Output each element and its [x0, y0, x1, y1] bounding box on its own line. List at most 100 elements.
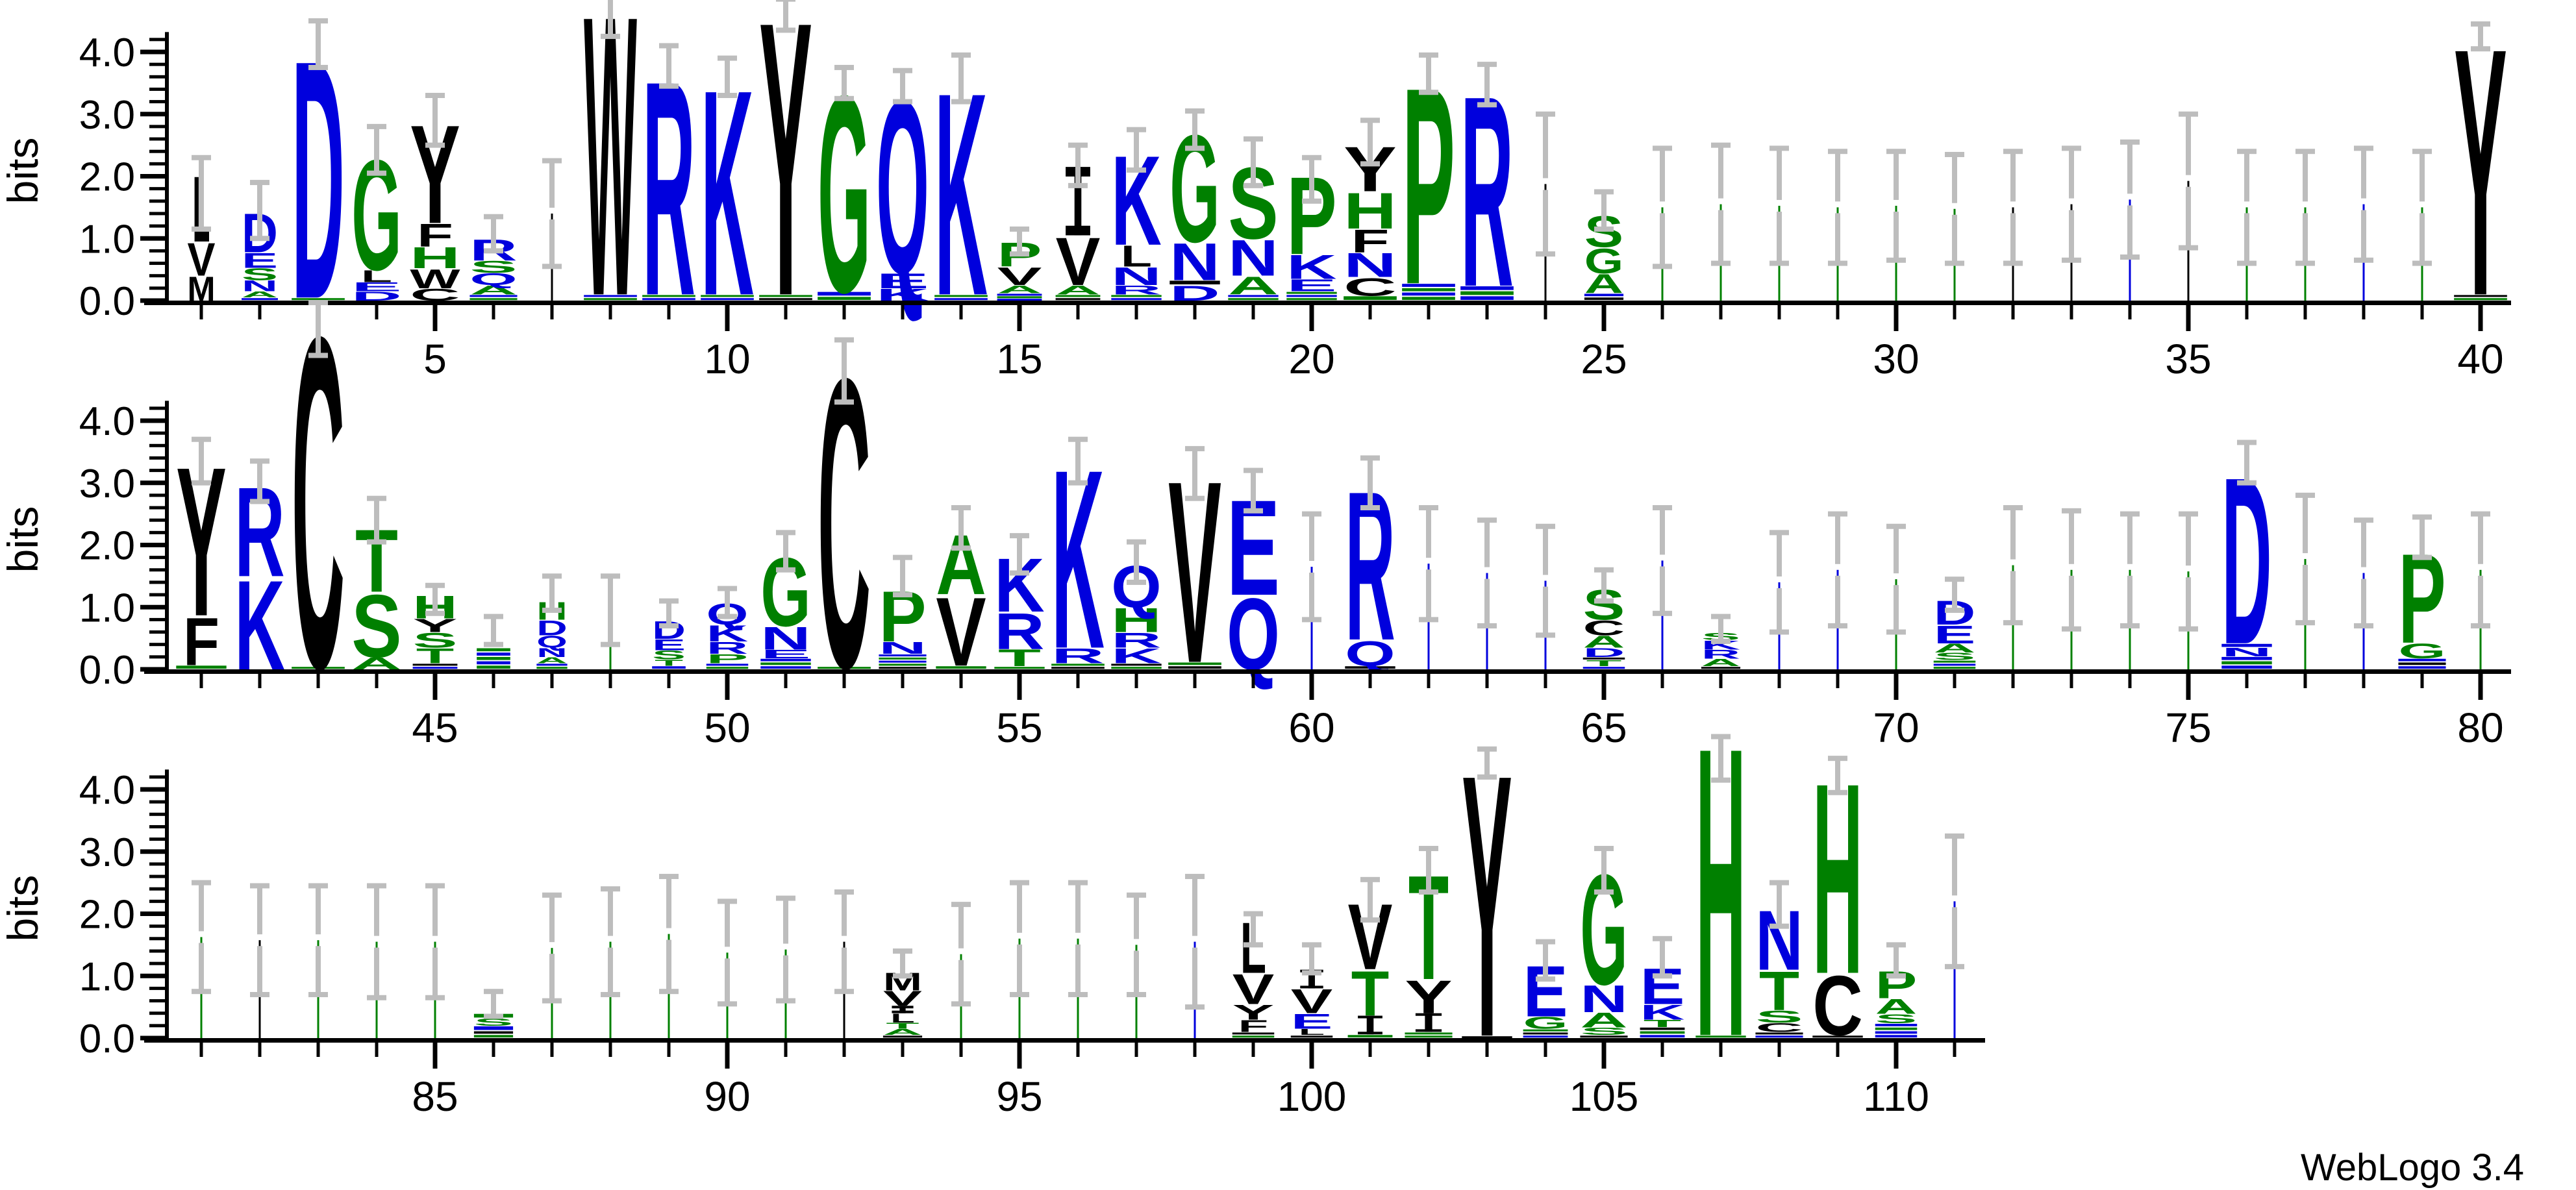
svg-text:4.0: 4.0: [79, 768, 135, 813]
svg-text:T: T: [886, 1021, 919, 1031]
logo-row-1: MVLANSEDDDELGCWHFYAQSRWRKYGKEQKAVPAVRNLK…: [0, 0, 2511, 382]
svg-text:R: R: [1111, 283, 1161, 297]
svg-text:4.0: 4.0: [79, 399, 135, 444]
svg-text:A: A: [536, 656, 567, 665]
svg-text:K: K: [1640, 1000, 1685, 1024]
svg-text:105: 105: [1569, 1073, 1639, 1120]
svg-text:E: E: [876, 269, 929, 293]
svg-text:S: S: [469, 258, 517, 277]
svg-text:110: 110: [1863, 1073, 1929, 1120]
logo-position-76: ND: [2221, 428, 2272, 695]
svg-text:S: S: [413, 628, 458, 652]
svg-text:0.0: 0.0: [79, 648, 135, 693]
svg-text:T: T: [1586, 658, 1622, 668]
svg-text:H: H: [1111, 601, 1161, 639]
svg-text:T: T: [655, 658, 683, 667]
logo-position-25: AGS: [1584, 208, 1624, 300]
svg-text:S: S: [242, 265, 278, 284]
svg-text:F: F: [417, 217, 453, 253]
axes: 0.0 1.0 2.0 3.0 4.0 85 90 95 100 105 110 bits: [0, 768, 1985, 1120]
svg-text:3.0: 3.0: [79, 830, 135, 875]
svg-text:90: 90: [704, 1073, 750, 1120]
logo-position-51: ENG: [760, 538, 811, 669]
svg-text:45: 45: [412, 704, 458, 751]
y-axis-label: bits: [0, 875, 47, 942]
logo-position-61: QR: [1345, 448, 1395, 685]
svg-text:A: A: [1875, 995, 1918, 1019]
y-axis-label: bits: [0, 506, 47, 573]
svg-text:V: V: [1291, 982, 1333, 1020]
svg-text:P: P: [707, 652, 749, 666]
svg-text:Q: Q: [536, 632, 567, 651]
svg-text:R: R: [707, 639, 749, 658]
svg-text:V: V: [997, 262, 1042, 291]
svg-text:0.0: 0.0: [79, 279, 135, 324]
svg-text:A: A: [1583, 632, 1625, 651]
svg-text:N: N: [879, 639, 926, 658]
svg-text:75: 75: [2165, 704, 2211, 751]
svg-text:R: R: [1701, 647, 1740, 662]
svg-text:Y: Y: [1405, 971, 1452, 1023]
svg-text:N: N: [1228, 230, 1278, 287]
svg-text:G: G: [1584, 242, 1623, 281]
weblogo-credit: WebLogo 3.4: [2301, 1147, 2524, 1189]
svg-text:Q: Q: [469, 270, 517, 289]
svg-text:V: V: [188, 234, 216, 286]
logo-position-19: ANS: [1228, 146, 1279, 300]
logo-position-100: LEV: [1290, 969, 1333, 1038]
logo-position-106: TKE: [1640, 958, 1685, 1037]
logo-position-101: TV: [1347, 886, 1393, 1037]
svg-text:A: A: [883, 1027, 922, 1037]
logo-position-44: AST: [351, 511, 401, 676]
svg-text:15: 15: [996, 336, 1042, 382]
svg-text:C: C: [1812, 958, 1862, 1053]
svg-text:N: N: [1111, 262, 1161, 291]
svg-text:55: 55: [996, 704, 1042, 751]
svg-text:V: V: [1056, 223, 1101, 300]
svg-text:Y: Y: [1232, 1000, 1275, 1024]
svg-text:K: K: [707, 621, 749, 647]
y-axis-label: bits: [0, 138, 47, 205]
svg-text:A: A: [1934, 641, 1976, 656]
svg-text:A: A: [997, 283, 1042, 295]
svg-text:2.0: 2.0: [79, 155, 135, 200]
svg-text:C: C: [1344, 273, 1397, 301]
svg-text:1.0: 1.0: [79, 586, 135, 630]
svg-text:K: K: [1701, 638, 1740, 652]
svg-text:F: F: [1238, 1017, 1268, 1035]
svg-text:N: N: [536, 645, 567, 660]
logo-position-46: [477, 648, 510, 669]
svg-text:4.0: 4.0: [79, 31, 135, 75]
svg-text:E: E: [351, 280, 401, 294]
logo-position-111: [1953, 901, 1956, 1038]
svg-text:Y: Y: [413, 615, 458, 636]
svg-text:80: 80: [2457, 704, 2503, 751]
error-bars: [192, 300, 2490, 647]
svg-text:N: N: [760, 620, 810, 656]
svg-text:1.0: 1.0: [79, 954, 135, 999]
logo-position-50: PRKQ: [706, 598, 749, 669]
svg-text:S: S: [1580, 1026, 1627, 1037]
svg-text:G: G: [2398, 639, 2445, 663]
svg-text:T: T: [1351, 958, 1389, 1030]
svg-text:65: 65: [1581, 704, 1627, 751]
svg-text:2.0: 2.0: [79, 893, 135, 937]
svg-text:A: A: [1228, 271, 1278, 300]
svg-text:K: K: [1286, 248, 1336, 286]
svg-text:N: N: [1169, 232, 1219, 291]
svg-text:R: R: [1051, 644, 1105, 668]
svg-text:G: G: [1523, 1013, 1568, 1032]
svg-text:L: L: [1299, 1027, 1325, 1037]
svg-text:S: S: [1875, 1012, 1918, 1026]
svg-text:5: 5: [423, 336, 447, 382]
svg-text:S: S: [474, 1017, 513, 1028]
svg-text:A: A: [1056, 283, 1101, 297]
svg-text:L: L: [1121, 240, 1152, 273]
svg-text:S: S: [652, 648, 686, 662]
svg-text:N: N: [2221, 646, 2271, 659]
letter-stacks: MVLANSEDDDELGCWHFYAQSRWRKYGKEQKAVPAVRNLK…: [188, 0, 2507, 380]
svg-text:E: E: [760, 647, 810, 660]
